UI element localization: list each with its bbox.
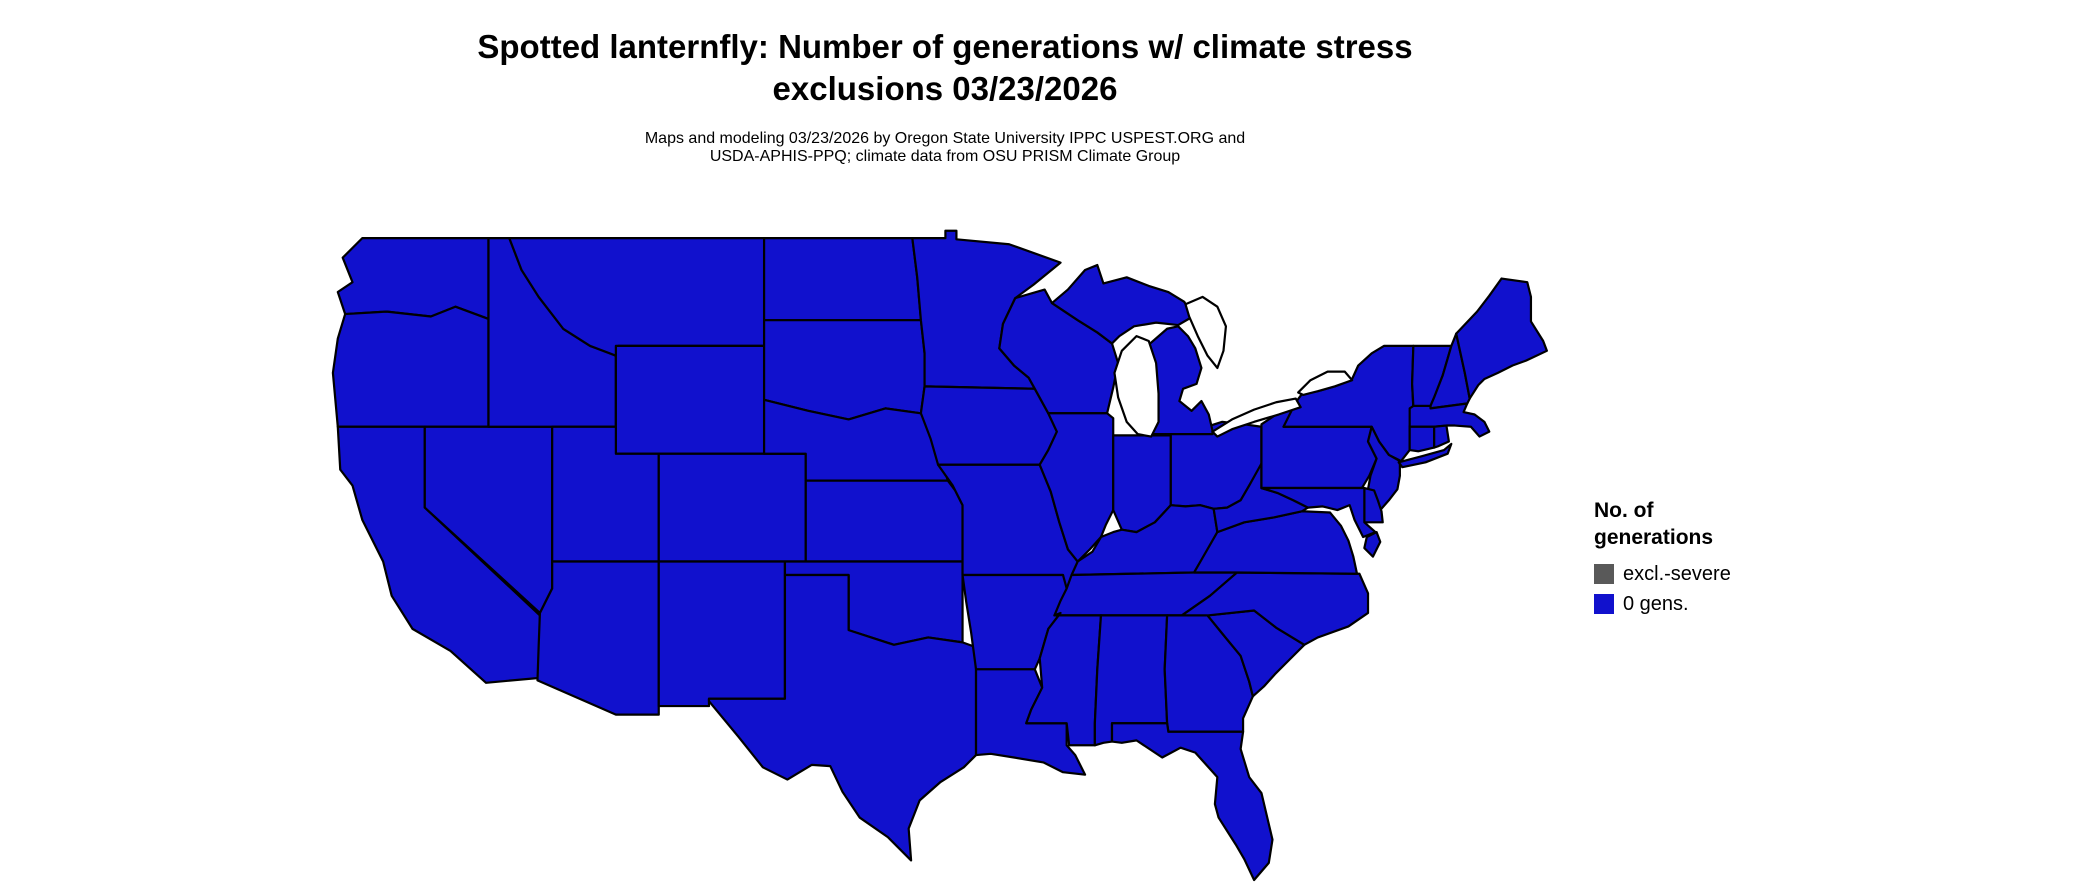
us-choropleth-map [331,229,1548,882]
legend-label-0-gens: 0 gens. [1623,592,1689,615]
state-wa [336,237,490,321]
lake-huron [1184,295,1228,370]
title-block: Spotted lanternfly: Number of generation… [0,26,1890,182]
page-title-line1: Spotted lanternfly: Number of generation… [477,28,1413,65]
legend-title-line2: generations [1594,526,1714,550]
state-nd [762,237,923,322]
state-or [331,305,490,428]
map-legend: No. of generations excl.-severe 0 gens. [1594,497,1731,622]
state-ri [1433,424,1450,449]
state-nm [657,560,787,708]
state-wy [614,344,766,455]
page-subtitle-line2: USDA-APHIS-PPQ; climate data from OSU PR… [709,148,1181,166]
state-az [536,560,660,716]
page-subtitle-line1: Maps and modeling 03/23/2026 by Oregon S… [644,130,1246,148]
lake-erie [1211,397,1302,438]
state-tx [707,573,978,862]
state-nc [1180,571,1370,646]
state-me [1455,277,1548,400]
legend-label-excl-severe: excl.-severe [1623,562,1731,585]
legend-swatch-excl-severe [1594,563,1614,584]
legend-title-line1: No. of [1594,499,1654,522]
page-title-line2: exclusions 03/23/2026 [772,70,1118,108]
lake-ontario [1297,370,1354,397]
state-md [1260,486,1377,539]
page-title: Spotted lanternfly: Number of generation… [0,26,1890,110]
legend-swatch-0-gens [1594,593,1614,614]
lake-michigan [1113,335,1160,438]
state-sd [762,319,926,421]
legend-item-0-gens: 0 gens. [1594,592,1731,616]
state-ny-long-island [1397,442,1453,469]
state-va-eastern-shore [1363,531,1382,558]
state-co [657,452,807,563]
state-ia [919,385,1058,466]
state-ct [1408,425,1436,453]
legend-item-excl-severe: excl.-severe [1594,562,1731,586]
us-map-container [328,228,1553,884]
state-nj [1366,425,1401,512]
legend-title: No. of generations [1594,497,1731,552]
state-ks [804,479,964,563]
state-fl [1110,722,1274,882]
